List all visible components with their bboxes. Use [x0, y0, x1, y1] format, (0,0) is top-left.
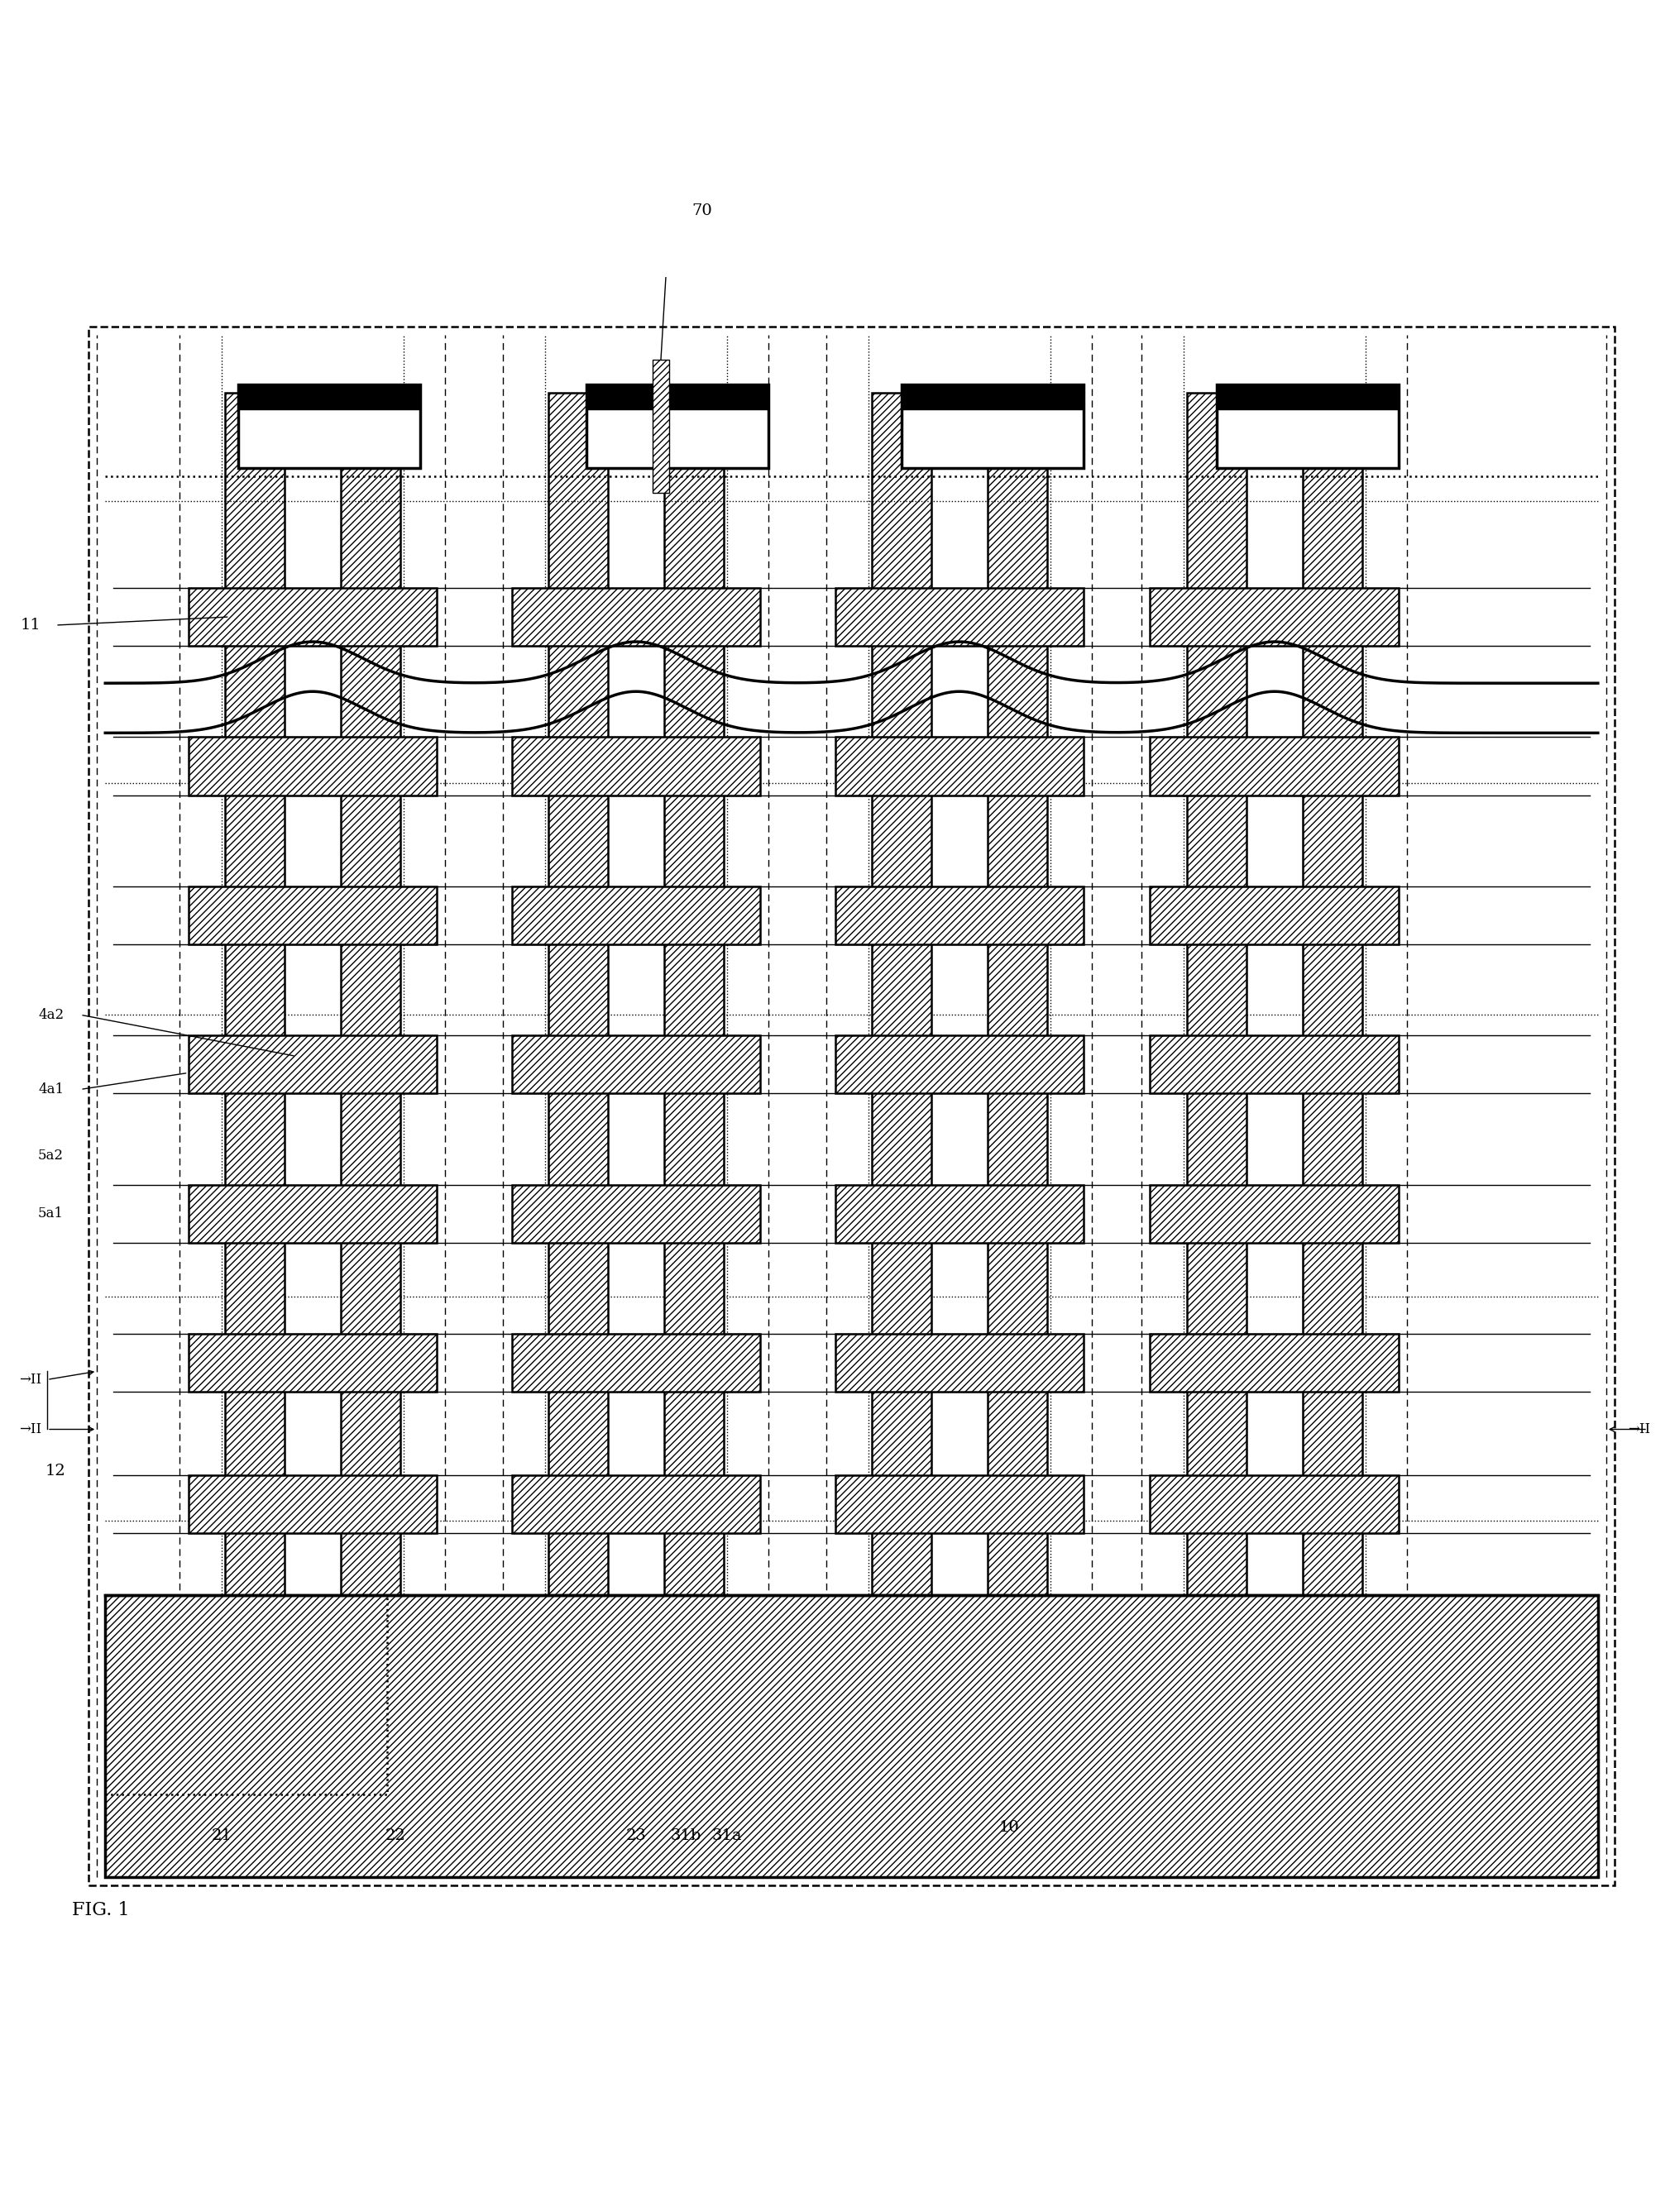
Bar — [835, 1035, 1084, 1093]
Text: 31a: 31a — [711, 1827, 741, 1843]
Text: FIG. 1: FIG. 1 — [72, 1900, 130, 1920]
Bar — [189, 737, 438, 794]
Text: 23: 23 — [626, 1827, 646, 1843]
Bar — [665, 394, 723, 1595]
Text: 31b: 31b — [670, 1827, 701, 1843]
Text: →II: →II — [20, 1422, 42, 1436]
Text: 5a2: 5a2 — [38, 1148, 63, 1164]
Text: 21: 21 — [210, 1827, 232, 1843]
Bar — [225, 394, 284, 1595]
Bar — [1151, 1035, 1399, 1093]
Bar — [1151, 588, 1399, 646]
Bar — [1187, 394, 1246, 1595]
Bar — [237, 385, 421, 467]
Bar — [1151, 1334, 1399, 1391]
Text: 5a1: 5a1 — [38, 1208, 63, 1221]
Bar — [872, 394, 932, 1595]
Bar — [189, 1186, 438, 1243]
Text: 11: 11 — [20, 617, 40, 633]
Bar — [511, 1186, 760, 1243]
Text: 12: 12 — [45, 1464, 65, 1478]
Bar — [1216, 385, 1399, 409]
Bar — [987, 394, 1047, 1595]
Text: 22: 22 — [386, 1827, 406, 1843]
Bar — [105, 1595, 387, 1794]
Bar — [511, 588, 760, 646]
Bar — [511, 1035, 760, 1093]
Bar — [511, 1334, 760, 1391]
Bar — [341, 394, 401, 1595]
Bar — [835, 1334, 1084, 1391]
Bar — [653, 361, 670, 493]
Bar — [189, 588, 438, 646]
Text: →II: →II — [1628, 1422, 1650, 1436]
Text: 70: 70 — [691, 204, 713, 219]
Bar — [835, 1475, 1084, 1533]
Text: 4a1: 4a1 — [38, 1082, 63, 1097]
Bar — [511, 887, 760, 945]
Bar — [835, 887, 1084, 945]
Bar — [1151, 1186, 1399, 1243]
Bar — [835, 1186, 1084, 1243]
Text: 4a2: 4a2 — [38, 1009, 63, 1022]
Bar — [586, 385, 768, 409]
Bar — [511, 737, 760, 794]
Bar — [105, 1595, 1598, 1878]
Bar — [1151, 737, 1399, 794]
Bar — [835, 588, 1084, 646]
Bar — [902, 385, 1084, 467]
Bar — [189, 1475, 438, 1533]
Bar — [902, 385, 1084, 409]
Bar — [189, 1035, 438, 1093]
Bar — [511, 1475, 760, 1533]
Bar — [189, 1334, 438, 1391]
Bar — [1303, 394, 1363, 1595]
Text: 10: 10 — [999, 1820, 1019, 1834]
Bar — [1151, 1475, 1399, 1533]
Bar — [189, 887, 438, 945]
Bar — [237, 385, 421, 409]
Bar — [586, 385, 768, 467]
Text: →II: →II — [20, 1374, 42, 1387]
Bar — [548, 394, 608, 1595]
Bar — [1216, 385, 1399, 467]
Bar — [1151, 887, 1399, 945]
Bar — [835, 737, 1084, 794]
